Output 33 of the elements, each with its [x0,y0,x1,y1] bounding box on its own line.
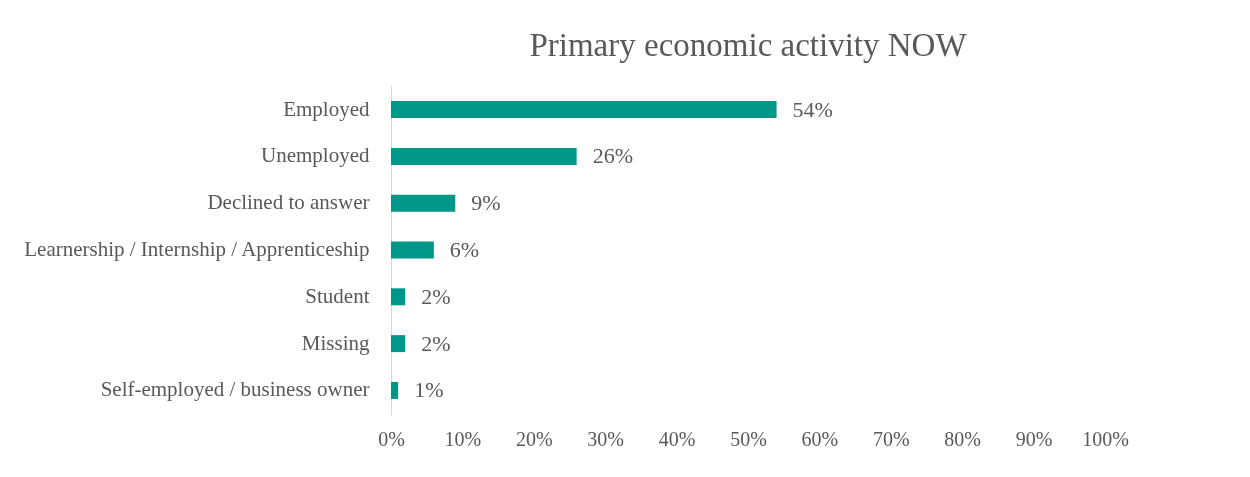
y-tick-label: Missing [301,330,370,355]
x-tick-label: 80% [944,427,982,450]
bar [391,241,434,259]
chart-title: Primary economic activity NOW [529,27,968,63]
x-tick-label: 60% [801,427,839,450]
y-tick-label: Learnership / Internship / Apprenticeship [24,237,370,261]
bar [391,288,406,306]
bar [391,381,399,399]
x-tick-label: 30% [587,427,625,450]
data-label: 26% [592,143,633,169]
data-label: 54% [792,96,833,122]
data-label: 2% [421,283,451,309]
x-tick-label: 0% [378,427,405,450]
data-label: 9% [471,190,501,216]
bar [391,194,456,212]
y-tick-label: Self-employed / business owner [100,377,370,402]
x-tick-label: 90% [1015,427,1053,450]
x-tick-label: 50% [730,427,767,450]
data-label: 6% [449,237,480,262]
x-tick-label: 10% [444,427,482,450]
data-label: 2% [421,330,451,356]
data-label: 1% [414,377,444,403]
x-tick-label: 40% [658,427,696,450]
y-tick-label: Student [305,283,370,308]
x-tick-label: 20% [515,427,553,450]
x-tick-label: 70% [872,427,910,450]
y-tick-label: Unemployed [261,143,370,168]
y-tick-label: Employed [283,96,370,121]
bar [391,101,777,119]
x-tick-label: 100% [1082,427,1129,450]
y-tick-label: Declined to answer [207,190,370,215]
bar [391,147,577,165]
bar [391,335,406,353]
